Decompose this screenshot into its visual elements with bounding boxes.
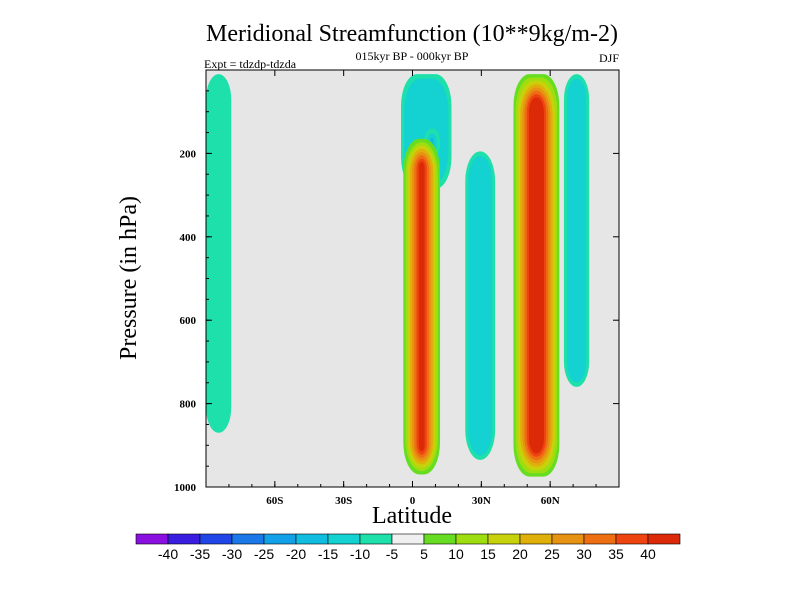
colorbar-label: 5 [420, 546, 428, 562]
colorbar-swatch [231, 533, 265, 545]
x-tick-label: 60S [266, 495, 283, 507]
colorbar-swatch [583, 533, 617, 545]
x-tick-label: 0 [410, 495, 416, 507]
colorbar-swatch [647, 533, 681, 545]
colorbar-swatch [519, 533, 553, 545]
colorbar-label: 30 [576, 546, 592, 562]
colorbar-label: -10 [350, 546, 370, 562]
experiment-label: Expt = tdzdp-tdzda [204, 57, 297, 71]
y-tick-label: 600 [180, 315, 197, 327]
x-axis-title: Latitude [372, 503, 452, 529]
x-axis: 60S 30S 0 30N 60N [205, 70, 620, 507]
colorbar-label: 40 [640, 546, 656, 562]
southern-polar-negative-column-band [206, 74, 232, 433]
colorbar-label: 35 [608, 546, 624, 562]
colorbar-swatch [423, 533, 457, 545]
x-tick-label: 30S [335, 495, 352, 507]
colorbar-swatch [615, 533, 649, 545]
colorbar-label: -15 [318, 546, 338, 562]
colorbar-swatch [391, 533, 425, 545]
y-tick-label: 800 [180, 399, 197, 411]
x-tick-label: 30N [472, 495, 491, 507]
northern-positive-cell-band [528, 97, 544, 454]
y-axis-title: Pressure (in hPa) [116, 196, 142, 360]
colorbar-label: 10 [448, 546, 464, 562]
colorbar-swatch [295, 533, 329, 545]
colorbar-label: -25 [254, 546, 274, 562]
colorbar-swatch [199, 533, 233, 545]
colorbar-swatch [487, 533, 521, 545]
y-axis: 200 400 600 800 1000 [174, 69, 619, 494]
colorbar-label: -20 [286, 546, 306, 562]
x-tick-label: 60N [541, 495, 560, 507]
colorbar-label: 15 [480, 546, 496, 562]
colorbar-label: -35 [190, 546, 210, 562]
contour-layer [206, 74, 590, 477]
plot-area [205, 69, 620, 488]
equatorial-positive-cell-band [418, 161, 425, 452]
y-tick-label: 1000 [174, 482, 197, 494]
colorbar-label: -30 [222, 546, 242, 562]
y-tick-label: 400 [180, 232, 197, 244]
colorbar-swatch [327, 533, 361, 545]
colorbar-swatch [167, 533, 201, 545]
season-label: DJF [599, 51, 619, 65]
colorbar: -40 -35 -30 -25 -20 -15 -10 -5 5 10 15 20 25 30 35 40 [135, 533, 681, 562]
colorbar-swatch [551, 533, 585, 545]
colorbar-swatch [135, 533, 169, 545]
subtropical-negative-column-band [468, 155, 493, 456]
colorbar-label: -40 [158, 546, 178, 562]
colorbar-label: 25 [544, 546, 560, 562]
colorbar-label: -5 [386, 546, 399, 562]
chart-title: Meridional Streamfunction (10**9kg/m-2) [206, 21, 618, 47]
colorbar-swatch [263, 533, 297, 545]
colorbar-swatch [455, 533, 489, 545]
y-tick-label: 200 [180, 148, 197, 160]
period-subtitle: 015kyr BP - 000kyr BP [356, 49, 469, 63]
colorbar-swatch [359, 533, 393, 545]
colorbar-label: 20 [512, 546, 528, 562]
northern-polar-negative-column-band [566, 78, 587, 383]
